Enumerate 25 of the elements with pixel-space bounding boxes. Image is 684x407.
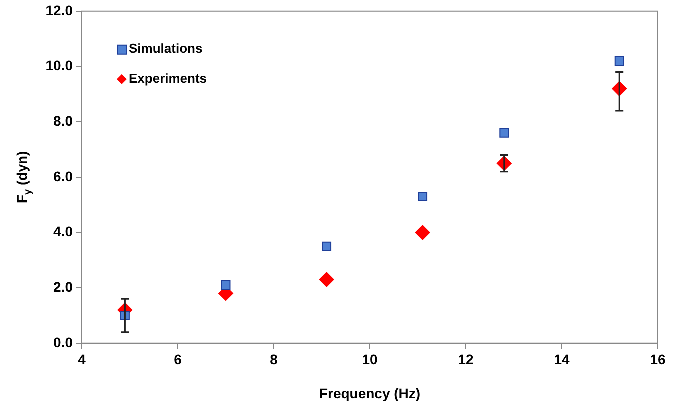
x-tick-label: 12 <box>458 352 474 368</box>
y-tick-label: 8.0 <box>54 112 74 129</box>
x-tick-label: 16 <box>650 352 666 368</box>
legend-label: Experiments <box>129 70 208 86</box>
y-tick-label: 10.0 <box>46 58 74 74</box>
x-tick-label: 10 <box>362 352 378 368</box>
y-tick-label: 4.0 <box>54 224 74 240</box>
point <box>614 56 624 66</box>
y-tick-label: 0.0 <box>54 334 74 350</box>
point <box>418 192 428 202</box>
point <box>500 128 510 138</box>
x-tick-label: 14 <box>554 352 570 368</box>
x-tick-label: 6 <box>174 352 182 368</box>
x-tick-label: 8 <box>270 352 278 368</box>
y-tick-label: 2.0 <box>54 278 74 295</box>
point <box>319 272 334 288</box>
x-tick-label: 4 <box>78 352 86 368</box>
y-axis-title: Fy (dyn) <box>14 151 34 204</box>
point <box>415 225 430 240</box>
x-axis-title: Frequency (Hz) <box>319 385 421 402</box>
y-tick-label: 6.0 <box>54 168 74 184</box>
point <box>221 280 231 290</box>
legend-label: Simulations <box>129 40 203 56</box>
y-tick-label: 12.0 <box>46 2 74 18</box>
point <box>322 242 332 252</box>
